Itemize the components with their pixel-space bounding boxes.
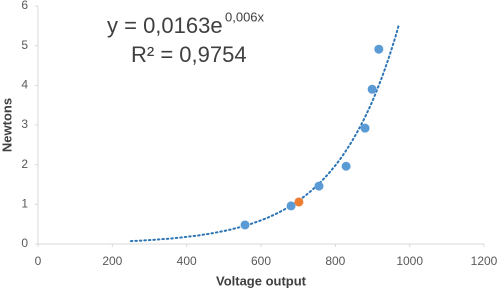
point xyxy=(240,220,250,230)
y-tick-label: 1 xyxy=(21,197,28,211)
point xyxy=(367,84,377,94)
y-tick-label: 0 xyxy=(21,236,28,250)
y-tick-label: 6 xyxy=(21,0,28,12)
y-tick-label: 3 xyxy=(21,117,28,131)
point xyxy=(374,44,384,54)
y-axis-title: Newtons xyxy=(0,98,14,152)
point xyxy=(314,181,324,191)
point xyxy=(294,197,304,207)
x-tick-label: 600 xyxy=(251,254,271,268)
point xyxy=(341,161,351,171)
x-tick-label: 800 xyxy=(325,254,345,268)
x-tick-label: 1200 xyxy=(471,254,498,268)
point xyxy=(286,201,296,211)
y-tick-label: 5 xyxy=(21,38,28,52)
y-tick-label: 2 xyxy=(21,157,28,171)
x-tick-label: 1000 xyxy=(396,254,423,268)
x-axis-title: Voltage output xyxy=(216,273,307,288)
x-tick-label: 400 xyxy=(177,254,197,268)
trend-exponent: 0,006x xyxy=(225,9,265,24)
x-tick-label: 0 xyxy=(35,254,42,268)
trendline xyxy=(129,25,400,243)
point xyxy=(360,123,370,133)
x-tick-label: 200 xyxy=(102,254,122,268)
y-tick-label: 4 xyxy=(21,78,28,92)
trend-equation: y = 0,0163e xyxy=(107,13,223,38)
trend-r2: R² = 0,9754 xyxy=(131,42,247,67)
